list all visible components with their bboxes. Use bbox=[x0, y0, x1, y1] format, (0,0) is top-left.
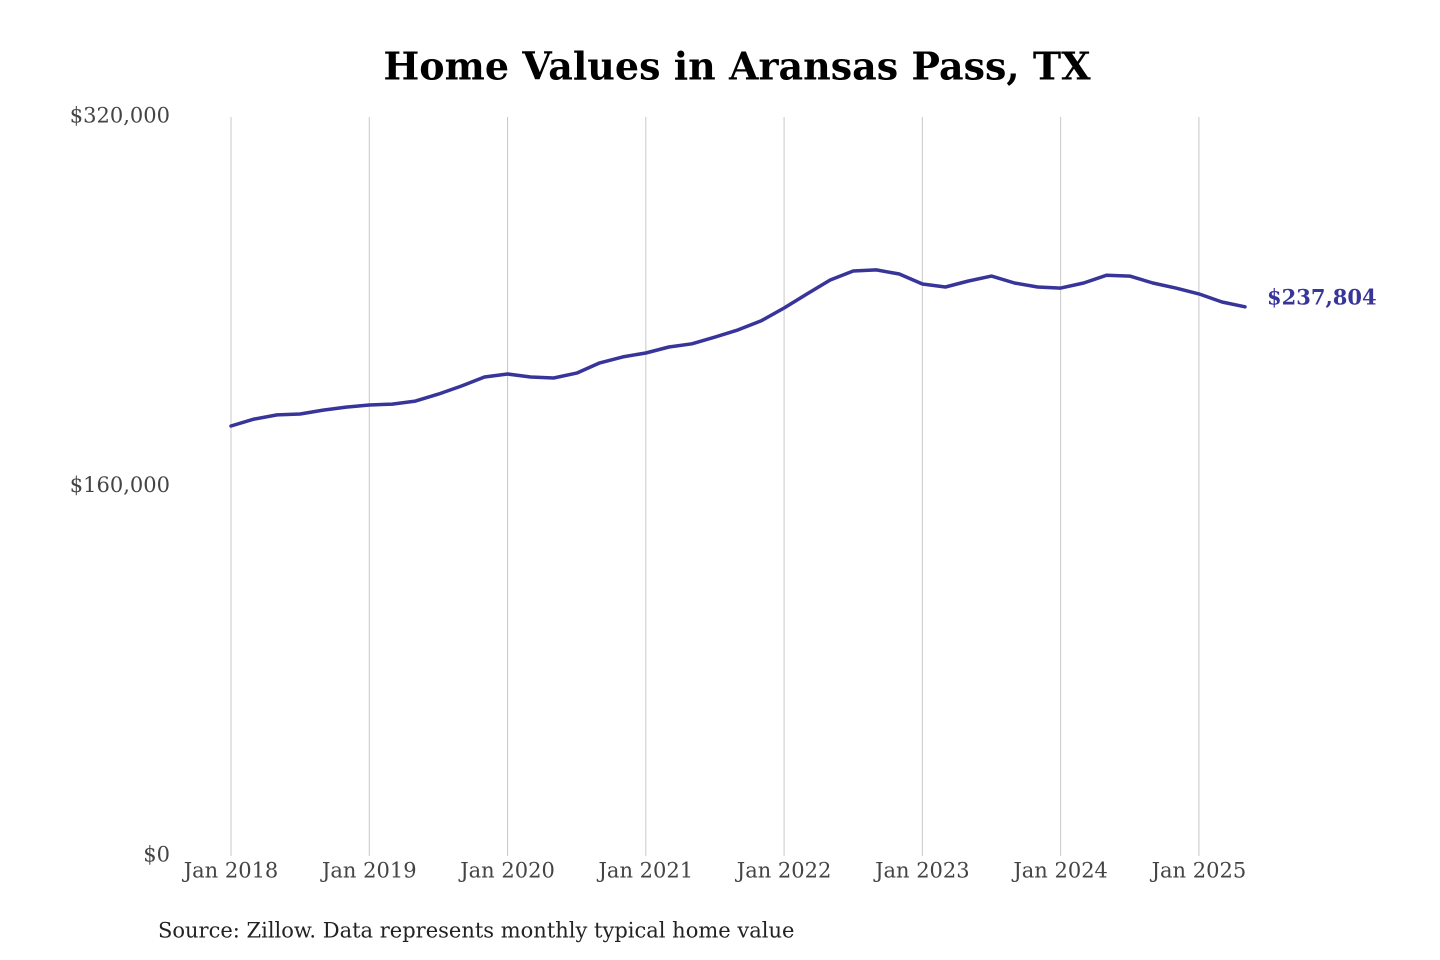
x-tick-label: Jan 2021 bbox=[597, 859, 694, 883]
x-tick-label: Jan 2024 bbox=[1011, 859, 1108, 883]
x-tick-label: Jan 2018 bbox=[182, 859, 279, 883]
y-tick-label: $320,000 bbox=[70, 104, 170, 128]
x-tick-label: Jan 2022 bbox=[735, 859, 832, 883]
x-tick-label: Jan 2025 bbox=[1150, 859, 1247, 883]
source-note: Source: Zillow. Data represents monthly … bbox=[158, 919, 794, 943]
value-label: $237,804 bbox=[1267, 284, 1377, 309]
x-tick-label: Jan 2023 bbox=[873, 859, 970, 883]
chart-title: Home Values in Aransas Pass, TX bbox=[383, 44, 1091, 89]
x-tick-label: Jan 2019 bbox=[320, 859, 417, 883]
x-tick-label: Jan 2020 bbox=[458, 859, 555, 883]
y-tick-label: $160,000 bbox=[70, 473, 170, 497]
y-tick-label: $0 bbox=[143, 843, 170, 867]
line-series bbox=[229, 268, 1247, 428]
